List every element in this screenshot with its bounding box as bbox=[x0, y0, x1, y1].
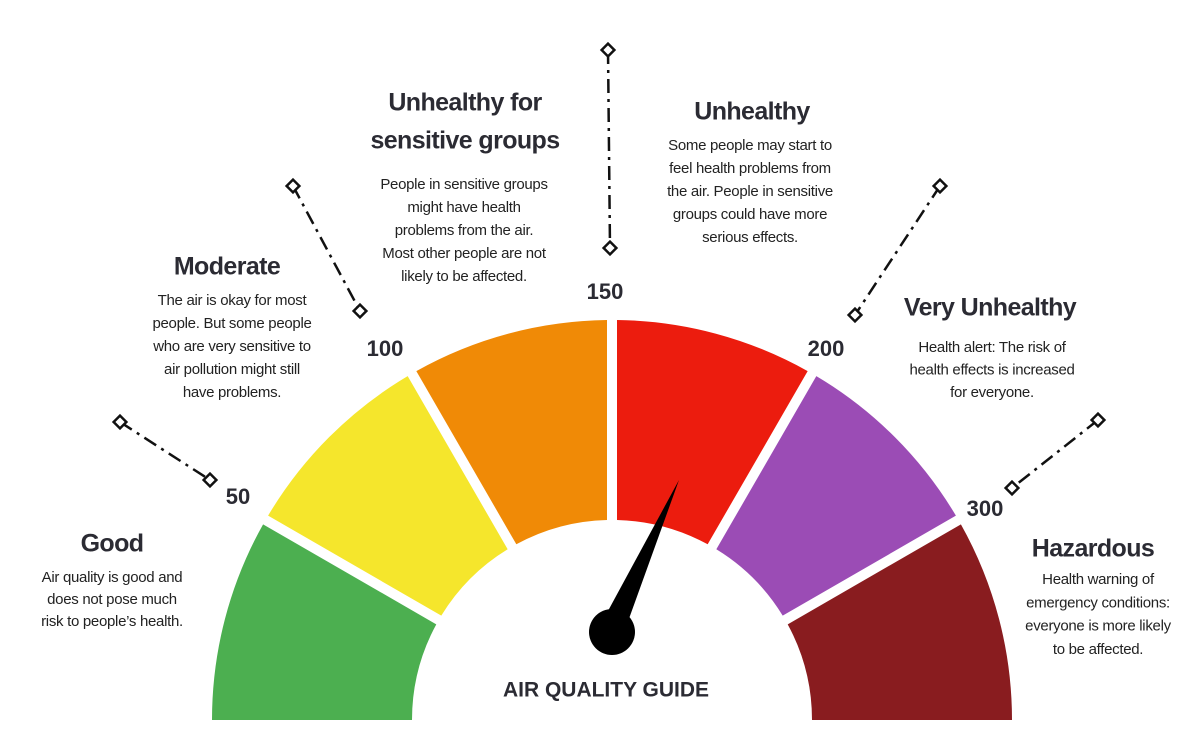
pointer-end bbox=[931, 177, 949, 195]
level-description: likely to be affected. bbox=[401, 268, 527, 285]
level-description: Health alert: The risk of bbox=[918, 339, 1066, 356]
level-name: Moderate bbox=[174, 253, 281, 281]
level-description: groups could have more bbox=[673, 206, 827, 223]
level-description: have problems. bbox=[183, 384, 281, 401]
level-description: health effects is increased bbox=[909, 361, 1074, 378]
level-description: Most other people are not bbox=[382, 245, 547, 262]
level-description: for everyone. bbox=[950, 384, 1034, 401]
gauge-segment bbox=[211, 524, 437, 720]
level-description: might have health bbox=[407, 199, 520, 216]
pointer-end bbox=[351, 302, 369, 320]
gauge bbox=[211, 320, 1013, 720]
level-description: the air. People in sensitive bbox=[667, 183, 833, 200]
threshold: 150 bbox=[587, 279, 624, 304]
level-description: air pollution might still bbox=[164, 361, 300, 378]
gauge-segment bbox=[416, 320, 607, 545]
level-name: Unhealthy for bbox=[388, 89, 542, 117]
level-name: Unhealthy bbox=[694, 98, 810, 126]
pointer-end bbox=[1089, 411, 1107, 429]
level-name: Very Unhealthy bbox=[904, 294, 1077, 322]
pointers bbox=[111, 41, 1107, 497]
level-name: sensitive groups bbox=[370, 127, 559, 155]
level-description: People in sensitive groups bbox=[380, 176, 547, 193]
level-description: Some people may start to bbox=[668, 137, 832, 154]
pointer-end bbox=[846, 306, 864, 324]
threshold: 100 bbox=[367, 336, 404, 361]
gauge-segment bbox=[716, 376, 956, 616]
level-description: problems from the air. bbox=[395, 222, 533, 239]
level-description: does not pose much bbox=[47, 591, 177, 608]
pointer-end bbox=[599, 41, 617, 59]
level-description: The air is okay for most bbox=[158, 292, 308, 309]
pointer-end bbox=[601, 239, 619, 257]
gauge-segment bbox=[787, 524, 1013, 720]
level-name: Hazardous bbox=[1032, 535, 1154, 563]
level-description: emergency conditions: bbox=[1026, 594, 1170, 611]
gauge-segment bbox=[268, 376, 508, 616]
level-description: who are very sensitive to bbox=[152, 338, 311, 355]
needle-hub bbox=[589, 609, 635, 655]
pointer-end bbox=[201, 471, 219, 489]
pointer-end bbox=[284, 177, 302, 195]
level-description: serious effects. bbox=[702, 229, 798, 246]
gauge-segment bbox=[617, 320, 808, 545]
level-description: Health warning of bbox=[1042, 571, 1155, 588]
level-description: risk to people’s health. bbox=[41, 613, 183, 630]
level-name: Good bbox=[81, 530, 144, 558]
pointer-end bbox=[1003, 479, 1021, 497]
pointer-end bbox=[111, 413, 129, 431]
threshold: 300 bbox=[967, 496, 1004, 521]
level-description: people. But some people bbox=[152, 315, 311, 332]
level-description: feel health problems from bbox=[669, 160, 831, 177]
level-description: Air quality is good and bbox=[42, 569, 183, 586]
threshold: 200 bbox=[808, 336, 845, 361]
gauge-title: AIR QUALITY GUIDE bbox=[503, 679, 709, 702]
needle bbox=[602, 480, 679, 638]
level-description: everyone is more likely bbox=[1025, 618, 1171, 635]
threshold: 50 bbox=[226, 484, 250, 509]
level-description: to be affected. bbox=[1053, 641, 1143, 658]
